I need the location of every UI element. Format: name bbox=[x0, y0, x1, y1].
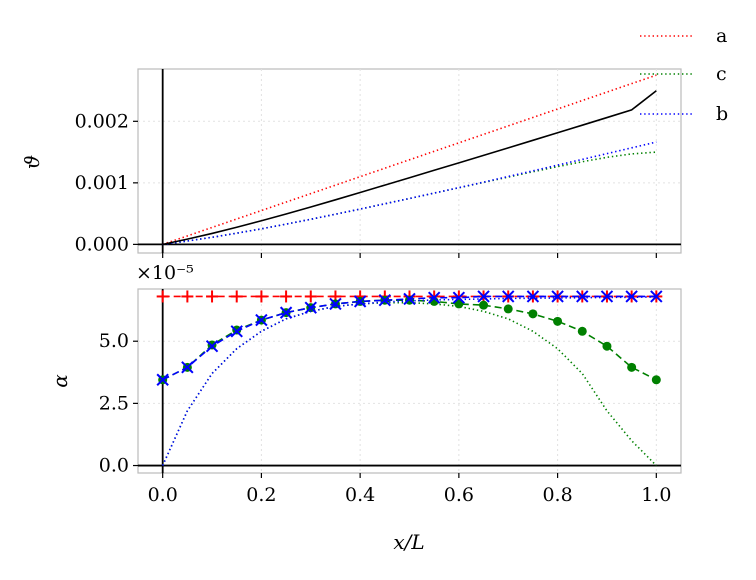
alpha-point-b-3 bbox=[477, 290, 490, 303]
alpha-point-b-3 bbox=[403, 292, 416, 306]
alpha-point-b-3-b bbox=[378, 293, 392, 307]
alpha-point-b-3 bbox=[625, 290, 638, 303]
alpha-point-b-3 bbox=[353, 295, 367, 308]
alpha-point-b-3-b bbox=[576, 290, 589, 303]
alpha-series-line-b-4 bbox=[161, 296, 657, 466]
alpha-point-c-1 bbox=[602, 341, 612, 351]
alpha-point-b-3-b bbox=[230, 325, 243, 338]
alpha-point-c-1 bbox=[528, 309, 538, 319]
alpha-point-b-3 bbox=[452, 291, 466, 304]
alpha-point-b-3 bbox=[279, 306, 293, 319]
theta-x-ticks bbox=[162, 253, 657, 258]
legend: acb bbox=[640, 25, 728, 125]
alpha-point-c-1 bbox=[651, 375, 661, 385]
alpha-y-ticks: 0.0 2.5 5.0 bbox=[99, 330, 138, 477]
alpha-point-a-0 bbox=[206, 290, 219, 303]
alpha-point-b-3-b bbox=[477, 290, 490, 303]
alpha-y-tick-label: 2.5 bbox=[99, 392, 129, 414]
theta-series-line-a-0 bbox=[162, 74, 657, 246]
alpha-point-a-0 bbox=[230, 290, 243, 303]
alpha-point-c-1 bbox=[577, 326, 587, 336]
alpha-plot-frame bbox=[137, 288, 682, 474]
x-tick-label: 0.2 bbox=[246, 484, 276, 506]
x-tick-label: 1.0 bbox=[641, 484, 671, 506]
alpha-point-b-3-b bbox=[625, 290, 638, 303]
alpha-point-b-3-b bbox=[156, 373, 169, 386]
alpha-point-b-3-b bbox=[502, 290, 515, 303]
alpha-y-tick-label: 0.0 bbox=[99, 455, 129, 477]
alpha-point-b-3 bbox=[427, 291, 441, 304]
alpha-point-c-1 bbox=[503, 304, 513, 314]
theta-y-ticks: 0.000 0.001 0.002 bbox=[75, 110, 138, 255]
theta-y-tick-label: 0.001 bbox=[75, 172, 129, 194]
x-axis-label: x/L bbox=[393, 530, 424, 554]
theta-y-tick-label: 0.002 bbox=[75, 110, 129, 132]
legend-label-b: b bbox=[716, 103, 728, 125]
alpha-point-b-3 bbox=[255, 313, 268, 327]
alpha-point-b-3 bbox=[181, 361, 194, 374]
alpha-point-b-3 bbox=[230, 325, 243, 338]
alpha-point-b-3 bbox=[650, 290, 663, 303]
alpha-point-b-3-b bbox=[205, 339, 219, 353]
alpha-point-c-1 bbox=[553, 316, 563, 326]
x-tick-label: 0.8 bbox=[542, 484, 572, 506]
legend-label-c: c bbox=[716, 63, 727, 85]
alpha-series-line-c-2 bbox=[161, 301, 657, 467]
theta-y-tick-label: 0.000 bbox=[75, 233, 129, 255]
alpha-point-b-3-b bbox=[255, 313, 268, 327]
alpha-point-b-3 bbox=[526, 290, 540, 303]
alpha-point-a-0 bbox=[255, 290, 268, 303]
alpha-point-a-0 bbox=[156, 290, 169, 303]
alpha-point-a-0 bbox=[181, 290, 194, 303]
x-tick-label: 0.4 bbox=[345, 484, 375, 506]
alpha-point-a-0 bbox=[304, 290, 317, 303]
alpha-x-ticks: 0.0 0.2 0.4 0.6 0.8 1.0 bbox=[148, 473, 671, 506]
alpha-point-b-3 bbox=[378, 293, 392, 307]
alpha-point-b-3-b bbox=[526, 290, 540, 303]
theta-panel: 0.000 0.001 0.002 ϑ bbox=[20, 68, 682, 258]
alpha-point-b-3 bbox=[576, 290, 589, 303]
alpha-y-axis-label: α bbox=[48, 374, 72, 388]
alpha-point-b-3-b bbox=[452, 291, 466, 304]
theta-plot-frame bbox=[137, 68, 682, 254]
alpha-point-b-3 bbox=[205, 339, 219, 353]
x-tick-label: 0.6 bbox=[444, 484, 474, 506]
alpha-y-tick-label: 5.0 bbox=[99, 330, 129, 352]
alpha-panel: 0.0 2.5 5.0 0.0 0.2 0.4 0.6 0.8 1.0 α ×10⁻⁵ x/L bbox=[48, 262, 682, 554]
alpha-point-b-3 bbox=[551, 290, 564, 303]
alpha-point-b-3-b bbox=[551, 290, 564, 303]
theta-series-line-reference-3 bbox=[162, 90, 657, 246]
theta-y-axis-label: ϑ bbox=[20, 155, 44, 169]
theta-zero-lines bbox=[138, 69, 681, 253]
alpha-point-b-3-b bbox=[181, 361, 194, 374]
alpha-point-b-3-b bbox=[427, 291, 441, 304]
alpha-point-b-3-b bbox=[403, 292, 416, 306]
alpha-scale-offset: ×10⁻⁵ bbox=[136, 262, 194, 284]
alpha-point-b-3-b bbox=[353, 295, 367, 308]
alpha-point-c-1 bbox=[479, 300, 489, 310]
alpha-point-b-3-b bbox=[650, 290, 663, 303]
legend-label-a: a bbox=[716, 25, 727, 47]
alpha-point-b-3-b bbox=[279, 306, 293, 319]
alpha-point-b-3-b bbox=[304, 301, 317, 314]
alpha-point-a-0 bbox=[280, 290, 293, 303]
alpha-series bbox=[156, 290, 663, 467]
alpha-point-b-3 bbox=[156, 373, 169, 386]
alpha-point-b-3 bbox=[600, 290, 614, 303]
alpha-point-b-3-b bbox=[600, 290, 614, 303]
x-tick-label: 0.0 bbox=[148, 484, 178, 506]
alpha-point-c-1 bbox=[627, 362, 637, 372]
theta-series bbox=[162, 74, 657, 246]
alpha-point-b-3 bbox=[502, 290, 515, 303]
